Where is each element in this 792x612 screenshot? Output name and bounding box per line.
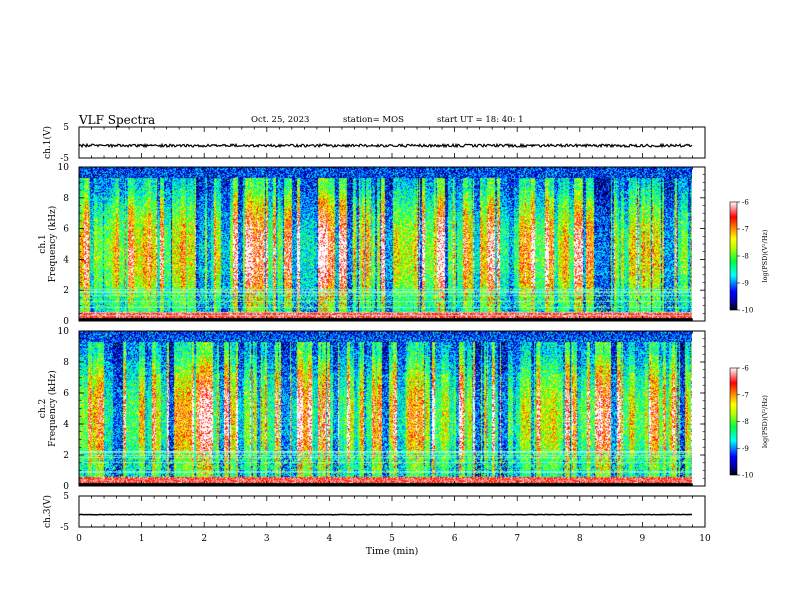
x-tick-label: 4 bbox=[327, 534, 333, 544]
x-tick-label: 9 bbox=[640, 534, 646, 544]
colorbar-tick-label: -10 bbox=[742, 307, 753, 315]
colorbar-tick-label: -8 bbox=[742, 253, 749, 261]
y-tick-label: 0 bbox=[63, 317, 69, 327]
colorbar-tick-label: -7 bbox=[742, 391, 749, 399]
y-axis-label: ch.2 bbox=[38, 399, 48, 418]
y-tick-label: 10 bbox=[58, 163, 70, 173]
y-tick-label: 4 bbox=[63, 255, 69, 265]
colorbar-2 bbox=[729, 367, 738, 476]
colorbar-tick-label: -7 bbox=[742, 226, 749, 234]
ch1-voltage-trace bbox=[78, 142, 693, 149]
x-tick-label: 8 bbox=[577, 534, 583, 544]
x-tick-label: 1 bbox=[139, 534, 145, 544]
colorbar-1 bbox=[729, 201, 738, 311]
y-tick-label: 8 bbox=[63, 358, 69, 368]
y-tick-label: 6 bbox=[63, 389, 69, 399]
x-tick-label: 7 bbox=[514, 534, 520, 544]
x-tick-label: 0 bbox=[76, 534, 82, 544]
colorbar-label: log(PSD)(V²/Hz) bbox=[761, 229, 769, 282]
x-tick-label: 3 bbox=[264, 534, 270, 544]
colorbar-tick-label: -10 bbox=[742, 472, 753, 480]
y-axis-label: Frequency (kHz) bbox=[47, 370, 58, 447]
x-tick-label: 2 bbox=[201, 534, 207, 544]
y-axis-label: ch.1 bbox=[38, 234, 48, 253]
y-tick-label: 2 bbox=[63, 451, 69, 461]
y-tick-label: -5 bbox=[60, 154, 69, 164]
y-tick-label: 5 bbox=[63, 492, 69, 502]
spectrogram-image-ch1 bbox=[79, 167, 692, 321]
colorbar-tick-label: -6 bbox=[742, 199, 749, 207]
y-tick-label: 10 bbox=[58, 327, 70, 337]
x-tick-label: 10 bbox=[699, 534, 711, 544]
figure-title: VLF Spectra bbox=[79, 113, 156, 127]
x-tick-label: 5 bbox=[389, 534, 395, 544]
start-time-label: start UT = 18: 40: 1 bbox=[437, 115, 524, 125]
spectrogram-image-ch2 bbox=[79, 331, 692, 486]
y-tick-label: 8 bbox=[63, 194, 69, 204]
colorbar-tick-label: -9 bbox=[742, 445, 749, 453]
y-axis-label: ch.3(V) bbox=[42, 495, 53, 528]
y-axis-label: ch.1(V) bbox=[42, 126, 53, 159]
colorbar-tick-label: -8 bbox=[742, 418, 749, 426]
x-axis-label: Time (min) bbox=[366, 546, 419, 557]
y-tick-label: 6 bbox=[63, 225, 69, 235]
y-tick-label: 2 bbox=[63, 286, 69, 296]
y-tick-label: 0 bbox=[63, 482, 69, 492]
colorbar-label: log(PSD)(V²/Hz) bbox=[761, 395, 769, 448]
data-layer bbox=[78, 142, 693, 516]
ch3-voltage-trace bbox=[78, 513, 693, 516]
station-label: station= MOS bbox=[343, 115, 404, 125]
colorbar-tick-label: -6 bbox=[742, 365, 749, 373]
y-axis-label: Frequency (kHz) bbox=[47, 206, 58, 283]
y-tick-label: -5 bbox=[60, 523, 69, 533]
date-label: Oct. 25, 2023 bbox=[251, 115, 310, 125]
y-tick-label: 4 bbox=[63, 420, 69, 430]
y-tick-label: 5 bbox=[63, 123, 69, 133]
x-tick-label: 6 bbox=[452, 534, 458, 544]
colorbar-tick-label: -9 bbox=[742, 280, 749, 288]
